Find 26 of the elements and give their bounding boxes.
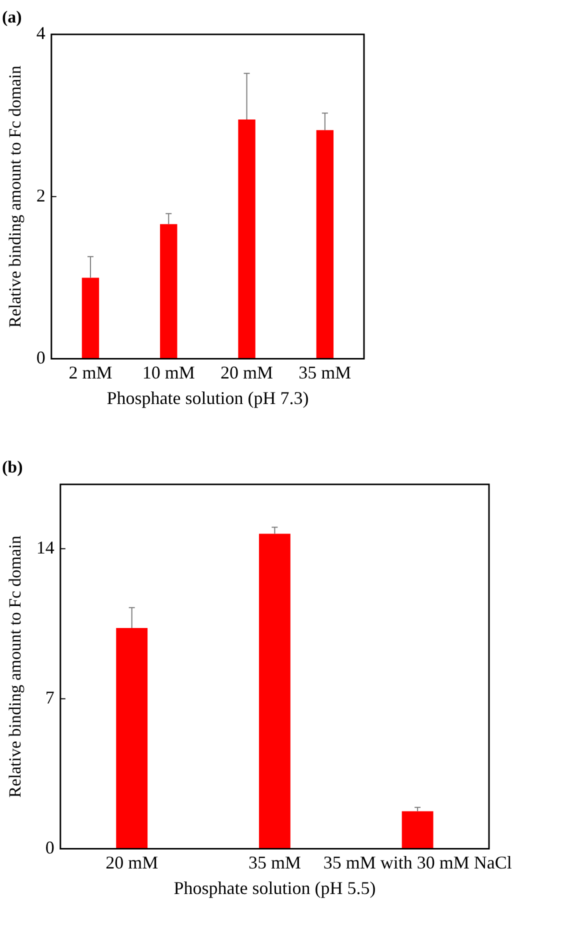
y-axis-title: Relative binding amount to Fc domain — [6, 535, 25, 798]
y-tick-label: 0 — [45, 838, 54, 858]
chart-title: (b) — [2, 458, 23, 477]
x-tick-label: 35 mM — [248, 852, 301, 872]
bar — [82, 278, 100, 359]
bar — [258, 534, 290, 849]
bar — [402, 811, 434, 849]
y-tick-label: 4 — [36, 23, 46, 44]
x-tick-label: 2 mM — [68, 362, 112, 382]
bar — [160, 224, 178, 359]
bar — [316, 130, 334, 359]
y-tick-label: 7 — [45, 687, 54, 708]
x-tick-label: 20 mM — [220, 362, 274, 382]
x-axis-title: Phosphate solution (pH 5.5) — [174, 878, 376, 898]
x-tick-label: 35 mM with 30 mM NaCl — [323, 852, 512, 872]
y-axis-title: Relative binding amount to Fc domain — [6, 65, 25, 328]
x-tick-label: 35 mM — [298, 362, 352, 382]
y-tick-label: 14 — [36, 537, 54, 558]
x-tick-label: 10 mM — [142, 362, 195, 382]
x-tick-label: 20 mM — [106, 852, 158, 872]
bar — [116, 628, 148, 849]
y-tick-label: 0 — [36, 348, 46, 368]
x-axis-title: Phosphate solution (pH 7.3) — [106, 388, 309, 408]
bar — [238, 120, 256, 359]
y-tick-label: 2 — [36, 185, 46, 206]
chart-title: (a) — [2, 8, 22, 27]
